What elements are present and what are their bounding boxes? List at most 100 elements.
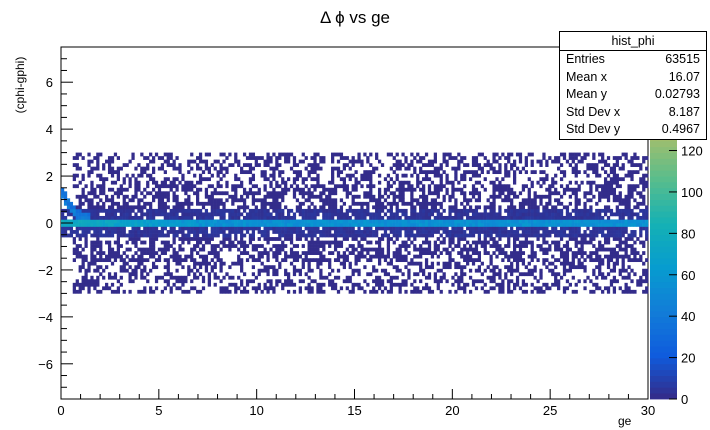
heatmap-cell — [281, 282, 285, 287]
heatmap-cell — [615, 254, 619, 259]
heatmap-cell — [571, 187, 575, 192]
heatmap-cell — [272, 208, 276, 213]
heatmap-cell — [105, 215, 109, 220]
heatmap-cell — [316, 208, 320, 213]
heatmap-cell — [439, 251, 443, 255]
heatmap-cell — [419, 166, 423, 171]
heatmap-cell — [524, 240, 528, 245]
heatmap-cell — [603, 233, 608, 238]
heatmap-cell — [295, 254, 300, 259]
heatmap-cell — [222, 233, 226, 238]
heatmap-cell — [163, 201, 167, 206]
heatmap-cell — [483, 237, 487, 241]
heatmap-cell — [140, 233, 144, 238]
heatmap-cell — [369, 212, 373, 217]
heatmap-cell — [512, 170, 517, 175]
heatmap-cell — [627, 233, 631, 238]
heatmap-cell — [187, 208, 191, 213]
heatmap-cell — [463, 191, 467, 196]
heatmap-cell — [219, 191, 223, 196]
heatmap-cell — [507, 286, 511, 291]
heatmap-cell — [140, 272, 144, 277]
heatmap-cell — [554, 233, 558, 238]
heatmap-cell — [196, 219, 200, 224]
heatmap-cell — [492, 237, 496, 241]
heatmap-cell — [146, 219, 150, 224]
heatmap-cell — [401, 258, 405, 263]
heatmap-cell — [577, 230, 581, 234]
heatmap-cell — [404, 212, 408, 217]
heatmap-cell — [492, 201, 496, 206]
heatmap-cell — [354, 187, 358, 192]
heatmap-cell — [345, 187, 349, 192]
heatmap-cell — [627, 215, 631, 220]
heatmap-cell — [269, 166, 273, 171]
heatmap-cell — [301, 177, 305, 182]
heatmap-cell — [292, 223, 297, 227]
heatmap-cell — [545, 205, 549, 210]
heatmap-cell — [260, 289, 264, 294]
heatmap-cell — [134, 215, 138, 220]
heatmap-cell — [316, 184, 320, 189]
heatmap-cell — [119, 191, 123, 196]
heatmap-cell — [504, 230, 508, 234]
heatmap-cell — [551, 212, 555, 217]
heatmap-cell — [501, 279, 505, 284]
heatmap-cell — [75, 215, 79, 220]
heatmap-cell — [166, 272, 170, 277]
heatmap-cell — [187, 184, 191, 189]
colorbar-segment — [650, 152, 677, 159]
heatmap-cell — [172, 194, 176, 199]
heatmap-cell — [342, 233, 346, 238]
heatmap-cell — [457, 166, 461, 171]
heatmap-cell — [319, 268, 323, 273]
heatmap-cell — [474, 212, 479, 217]
heatmap-cell — [310, 289, 314, 294]
heatmap-cell — [93, 261, 97, 266]
heatmap-cell — [530, 226, 534, 231]
heatmap-cell — [510, 261, 514, 266]
heatmap-cell — [96, 268, 100, 273]
heatmap-cell — [422, 191, 426, 196]
heatmap-cell — [571, 208, 575, 213]
heatmap-cell — [424, 212, 429, 217]
heatmap-cell — [75, 289, 79, 294]
heatmap-cell — [263, 230, 267, 234]
heatmap-cell — [571, 251, 575, 255]
heatmap-cell — [339, 219, 344, 224]
heatmap-cell — [392, 170, 396, 175]
heatmap-cell — [424, 152, 429, 157]
heatmap-cell — [263, 237, 267, 241]
heatmap-cell — [160, 275, 165, 280]
heatmap-cell — [237, 177, 241, 182]
heatmap-cell — [436, 212, 440, 217]
heatmap-cell — [612, 219, 617, 224]
heatmap-cell — [105, 226, 109, 231]
heatmap-cell — [372, 268, 376, 273]
heatmap-cell — [75, 219, 79, 224]
heatmap-cell — [510, 233, 514, 238]
heatmap-cell — [207, 212, 211, 217]
heatmap-cell — [551, 268, 555, 273]
stats-value: 16.07 — [668, 69, 700, 84]
heatmap-cell — [193, 272, 197, 277]
heatmap-cell — [260, 156, 264, 160]
heatmap-cell — [225, 170, 229, 175]
heatmap-cell — [342, 219, 346, 224]
heatmap-cell — [468, 223, 473, 227]
heatmap-cell — [331, 180, 335, 185]
heatmap-cell — [184, 226, 188, 231]
heatmap-cell — [492, 275, 496, 280]
heatmap-cell — [336, 159, 341, 164]
heatmap-cell — [603, 275, 608, 280]
heatmap-cell — [451, 156, 455, 160]
heatmap-cell — [551, 184, 555, 189]
heatmap-cell — [372, 205, 376, 210]
heatmap-cell — [427, 240, 432, 245]
heatmap-cell — [319, 230, 323, 234]
heatmap-cell — [389, 286, 393, 291]
heatmap-cell — [143, 219, 147, 224]
heatmap-cell — [568, 230, 572, 234]
heatmap-cell — [375, 156, 379, 160]
heatmap-cell — [193, 244, 197, 248]
